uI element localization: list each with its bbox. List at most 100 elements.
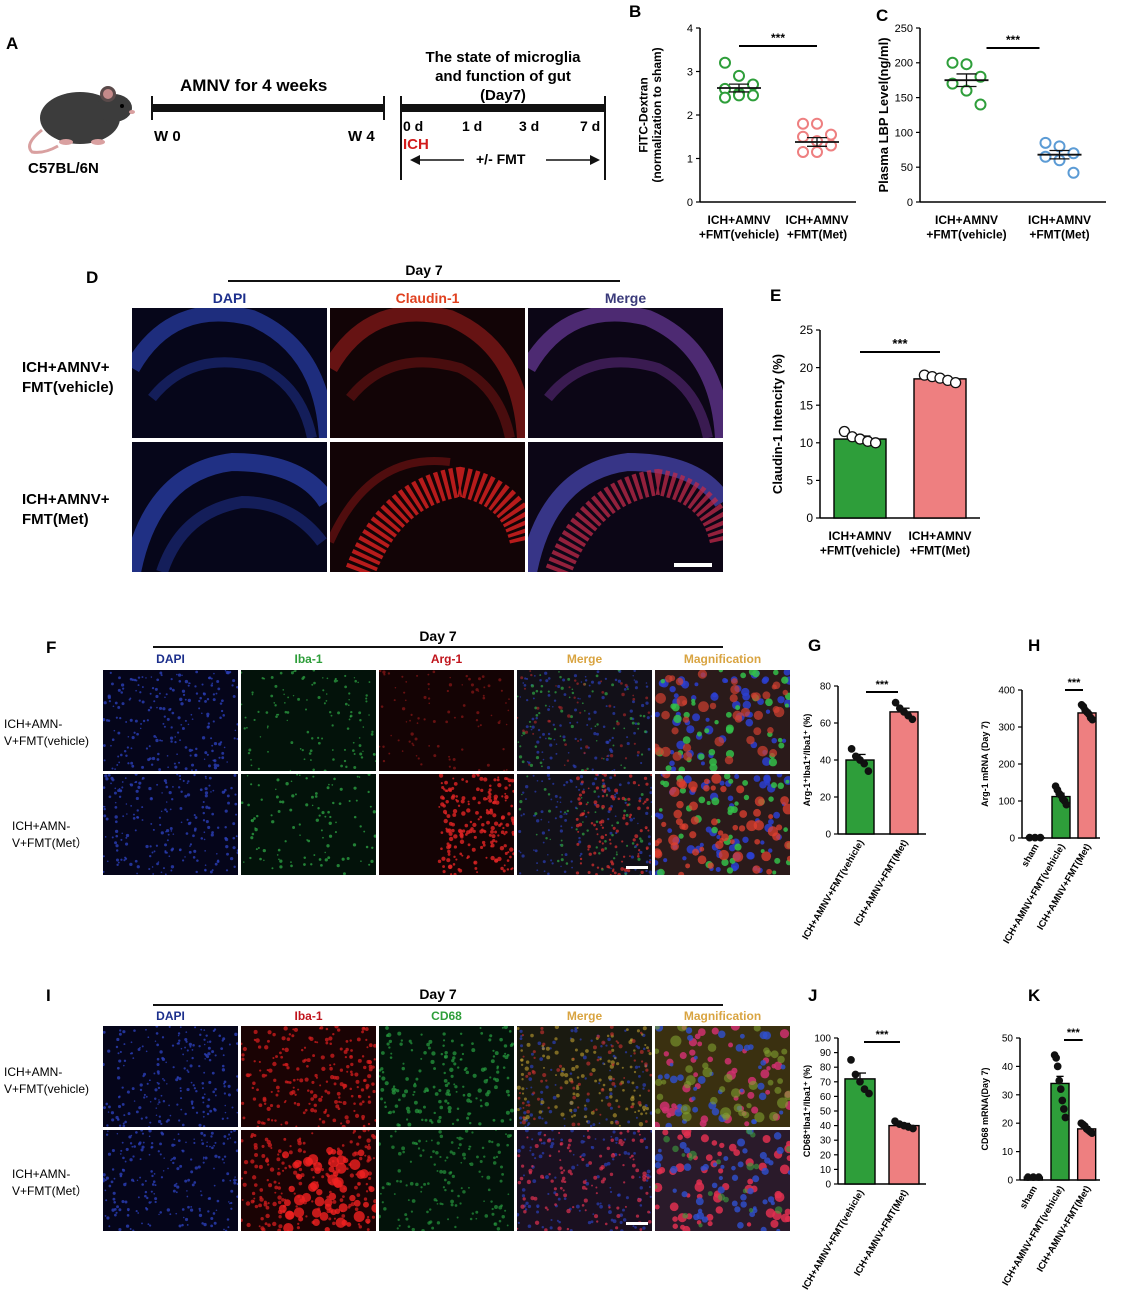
scale-bar-f	[626, 866, 648, 869]
significance-stars: ***	[876, 679, 890, 691]
y-axis-label: CD68 mRNA(Day 7)	[980, 1067, 990, 1150]
panel-i-row-vehicle: ICH+AMN- V+FMT(vehicle)	[4, 1065, 90, 1096]
y-axis-label: Plasma LBP Level(ng/ml)	[876, 37, 891, 192]
data-point	[860, 759, 869, 768]
ich-label: ICH	[403, 136, 429, 153]
panel-i-magnification-image-vehicle	[655, 1026, 790, 1127]
panel-f-iba-image-vehicle	[241, 670, 376, 771]
data-point	[733, 69, 745, 82]
bar	[833, 438, 887, 519]
y-axis-label: Arg-1⁺Iba1⁺/Iba1⁺ (%)	[802, 714, 812, 807]
y-tick-label: 10	[820, 1165, 832, 1176]
panel-e-letter: E	[770, 286, 782, 305]
y-tick-label: 15	[800, 398, 814, 412]
y-tick-label: 0	[1007, 1176, 1013, 1187]
data-point	[1067, 166, 1080, 179]
data-point	[974, 70, 987, 83]
panel-f-magnification-image-met	[655, 774, 790, 875]
y-tick-label: 5	[806, 474, 813, 488]
amnv-timeline-bar	[152, 104, 384, 112]
data-point	[1058, 1096, 1067, 1105]
y-tick-label: 100	[998, 797, 1015, 808]
y-axis-label: CD68⁺Iba1⁺/Iba1⁺ (%)	[802, 1065, 812, 1157]
panel-f-col-arg: Arg-1	[430, 652, 463, 666]
panel-f-col-dapi: DAPI	[156, 652, 185, 666]
data-point	[747, 89, 759, 102]
panel-i-cd68-image-met	[379, 1130, 514, 1231]
y-axis-label: Arg-1 mRNA (Day 7)	[980, 721, 990, 807]
data-point	[1053, 140, 1066, 153]
significance-stars: ***	[1068, 677, 1082, 689]
panel-i-day-label: Day 7	[419, 986, 457, 1002]
significance-stars: ***	[876, 1029, 890, 1041]
data-point	[1052, 1054, 1060, 1062]
data-point	[946, 56, 959, 69]
data-point	[825, 139, 837, 152]
panel-d-dapi-vehicle	[132, 308, 327, 438]
y-axis-label: FITC-Dextran(normalization to sham)	[636, 47, 664, 182]
panel-i-dapi-image-vehicle	[103, 1026, 238, 1127]
data-point	[1062, 800, 1071, 809]
y-tick-label: 200	[998, 760, 1015, 771]
data-point	[1055, 1076, 1064, 1085]
panel-f-merge-image-vehicle	[517, 670, 652, 771]
data-point	[856, 1077, 864, 1086]
y-tick-label: 10	[1002, 1147, 1014, 1158]
panel-d-row-met: ICH+AMNV+ FMT(Met)	[22, 491, 110, 528]
y-tick-label: 300	[998, 723, 1015, 734]
day7-left-bracket	[400, 96, 402, 180]
data-point	[869, 437, 882, 449]
panel-f-arg-image-met	[379, 774, 514, 875]
tick-3d: 3 d	[519, 118, 540, 134]
y-tick-label: 1	[687, 153, 693, 165]
day7-right-bracket	[604, 96, 606, 180]
data-point	[719, 91, 731, 104]
panel-d-merge-met	[528, 442, 723, 572]
y-tick-label: 50	[901, 162, 913, 174]
data-point	[1088, 1129, 1096, 1137]
bar	[889, 711, 919, 835]
data-point	[838, 425, 851, 438]
y-tick-label: 25	[800, 323, 814, 337]
panel-f-arg-image-vehicle	[379, 670, 514, 771]
w4-label: W 4	[348, 128, 375, 145]
panel-i-day-bar	[153, 1004, 723, 1006]
panel-d-merge-vehicle	[528, 308, 723, 438]
panel-f-row-vehicle: ICH+AMN- V+FMT(vehicle)	[4, 717, 90, 748]
panel-d-col-dapi: DAPI	[212, 290, 247, 306]
y-tick-label: 0	[907, 197, 913, 209]
category-label: ICH+AMNV+FMT(vehicle)	[926, 213, 1006, 241]
fmt-label: +/- FMT	[476, 151, 526, 167]
panel-f-letter: F	[46, 638, 57, 657]
data-point	[847, 745, 856, 753]
y-tick-label: 80	[820, 682, 832, 693]
amnv-label: AMNV for 4 weeks	[180, 76, 328, 95]
scale-bar-d	[674, 563, 712, 567]
chart-j: 0 10 20 30 40 50 60 70 80 90 100 CD68⁺Iba1⁺/Iba1⁺ (…	[800, 1029, 926, 1292]
scale-bar-i	[626, 1222, 648, 1225]
data-point	[851, 1070, 860, 1079]
y-tick-label: 0	[806, 511, 813, 525]
y-tick-label: 150	[895, 92, 913, 104]
data-point	[811, 145, 823, 158]
panel-i-dapi-image-met	[103, 1130, 238, 1231]
data-point	[946, 77, 959, 90]
panel-i-row-met: ICH+AMN- V+FMT(Met）	[12, 1167, 88, 1198]
data-point	[1056, 1085, 1065, 1093]
data-point	[1053, 1062, 1062, 1071]
y-tick-label: 50	[820, 1107, 832, 1118]
timeline-end-tick	[383, 96, 385, 120]
bar	[1077, 712, 1097, 839]
panel-f-col-iba: Iba-1	[294, 652, 323, 666]
y-tick-label: 250	[895, 23, 913, 35]
data-point	[960, 58, 973, 71]
y-tick-label: 0	[825, 1180, 831, 1191]
panel-d-claudin-vehicle	[330, 308, 525, 438]
y-tick-label: 0	[687, 197, 693, 209]
panel-f-magnification-image-vehicle	[655, 670, 790, 771]
data-point	[891, 698, 900, 707]
panel-f-day-bar	[153, 646, 723, 648]
panel-i-merge-image-vehicle	[517, 1026, 652, 1127]
data-point	[797, 117, 809, 130]
